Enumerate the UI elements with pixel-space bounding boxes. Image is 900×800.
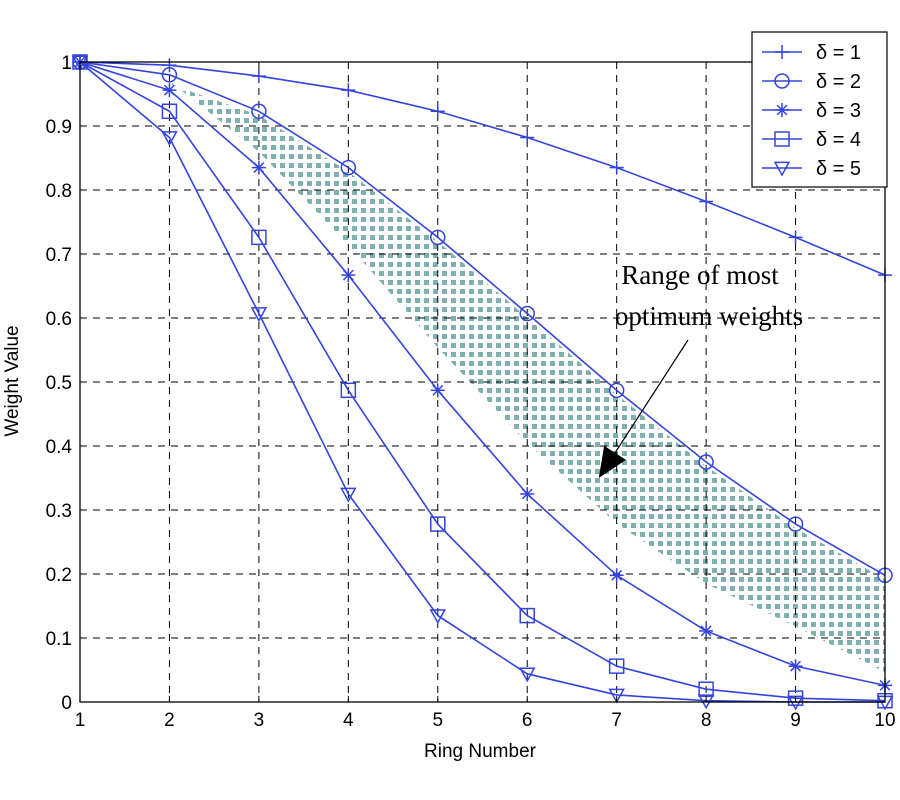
legend-label-4: δ = 4 (816, 129, 861, 151)
legend: δ = 1 δ = 2 δ = 3 δ = 4 δ = 5 (751, 31, 888, 188)
y-tick-label-0.7: 0.7 (46, 245, 72, 266)
legend-label-1: δ = 1 (816, 42, 861, 64)
annotation-arrow-line (614, 339, 689, 454)
legend-item-2: δ = 2 (762, 71, 861, 93)
grid (80, 62, 885, 702)
y-tick-label-0.8: 0.8 (46, 181, 72, 202)
marker-series-3-x5 (430, 383, 445, 398)
annotation-arrowhead (598, 445, 626, 478)
x-tick-label-9: 9 (790, 710, 801, 731)
series-lines (79, 61, 886, 703)
marker-series-1-x6 (520, 130, 535, 145)
y-tick-label-0.4: 0.4 (46, 437, 73, 458)
annotation-line-1: Range of most (621, 260, 779, 290)
marker-series-3-x9 (788, 659, 803, 674)
y-tick-label-0.9: 0.9 (46, 117, 72, 138)
legend-item-5: δ = 5 (762, 158, 861, 180)
marker-series-1-x7 (609, 160, 624, 175)
y-tick-label-0.5: 0.5 (46, 373, 72, 394)
marker-series-4-x4 (340, 382, 357, 399)
marker-series-3-x8 (699, 623, 714, 638)
y-tick-label-0.6: 0.6 (46, 309, 72, 330)
marker-series-4-x3 (251, 229, 267, 246)
marker-series-2-x2 (161, 67, 178, 83)
marker-series-1-x8 (699, 194, 714, 209)
marker-series-2-x6 (519, 305, 535, 322)
marker-series-5-x2 (161, 131, 178, 147)
annotation: Range of most optimum weights (598, 260, 803, 478)
x-tick-label-10: 10 (874, 710, 895, 731)
marker-series-1-x2 (162, 58, 177, 73)
marker-series-2-x9 (787, 516, 804, 532)
y-tick-label-0.2: 0.2 (46, 565, 72, 586)
legend-marker-5 (773, 161, 791, 177)
marker-series-1-x9 (788, 230, 803, 245)
legend-marker-3 (775, 103, 789, 117)
x-tick-label-2: 2 (164, 710, 175, 731)
marker-series-4-x9 (787, 690, 804, 706)
marker-series-3-x4 (341, 268, 356, 283)
series-line-1 (79, 61, 886, 276)
marker-series-3-x7 (609, 568, 624, 583)
legend-item-4: δ = 4 (762, 129, 861, 151)
marker-series-3-x2 (162, 83, 177, 98)
marker-series-4-x2 (161, 103, 178, 120)
legend-item-3: δ = 3 (762, 100, 861, 122)
x-tick-label-3: 3 (254, 710, 265, 731)
marker-series-1-x3 (251, 69, 266, 84)
marker-series-5-x7 (608, 688, 625, 704)
x-tick-label-4: 4 (343, 710, 354, 731)
legend-label-3: δ = 3 (816, 100, 861, 122)
legend-label-5: δ = 5 (816, 158, 861, 180)
marker-series-1-x4 (341, 83, 356, 98)
marker-series-2-x3 (251, 103, 267, 120)
marker-series-5-x1 (71, 55, 89, 71)
legend-marker-2 (774, 73, 790, 89)
marker-series-5-x5 (429, 609, 447, 625)
marker-series-2-x8 (698, 454, 714, 470)
marker-series-1-x5 (430, 104, 445, 119)
marker-series-3-x3 (251, 160, 266, 175)
y-axis-label: Weight Value (2, 325, 23, 436)
marker-series-2-x5 (430, 229, 446, 246)
legend-marker-1 (775, 45, 789, 59)
x-tick-label-6: 6 (522, 710, 533, 731)
marker-series-3-x6 (520, 487, 535, 501)
tick-labels: 1 2 3 4 5 6 7 8 9 10 0 0.1 0.2 0.3 0.4 0.5 0.6 0.7 0.8 0.9 1 (46, 53, 896, 731)
y-tick-label-1: 1 (61, 53, 72, 74)
marker-series-5-x3 (250, 307, 268, 323)
marker-series-4-x7 (608, 658, 625, 674)
y-tick-label-0.3: 0.3 (46, 501, 72, 522)
legend-item-1: δ = 1 (762, 42, 861, 64)
marker-series-5-x6 (518, 667, 536, 683)
x-axis-label: Ring Number (424, 741, 537, 762)
marker-series-2-x7 (608, 382, 625, 399)
annotation-line-2: optimum weights (615, 301, 803, 331)
legend-label-2: δ = 2 (816, 71, 861, 93)
marker-series-5-x4 (340, 487, 357, 503)
x-tick-label-1: 1 (75, 710, 86, 731)
series-line-3 (79, 61, 886, 687)
series-line-2 (79, 61, 886, 576)
legend-marker-4 (774, 131, 790, 147)
x-tick-label-5: 5 (432, 710, 443, 731)
series-line-4 (79, 61, 886, 702)
x-tick-label-8: 8 (701, 710, 712, 731)
marker-series-2-x4 (340, 159, 357, 176)
y-tick-label-0.1: 0.1 (46, 629, 72, 650)
marker-series-4-x6 (519, 607, 535, 624)
y-tick-label-0: 0 (61, 693, 72, 714)
marker-series-4-x5 (430, 516, 446, 532)
x-tick-label-7: 7 (611, 710, 622, 731)
